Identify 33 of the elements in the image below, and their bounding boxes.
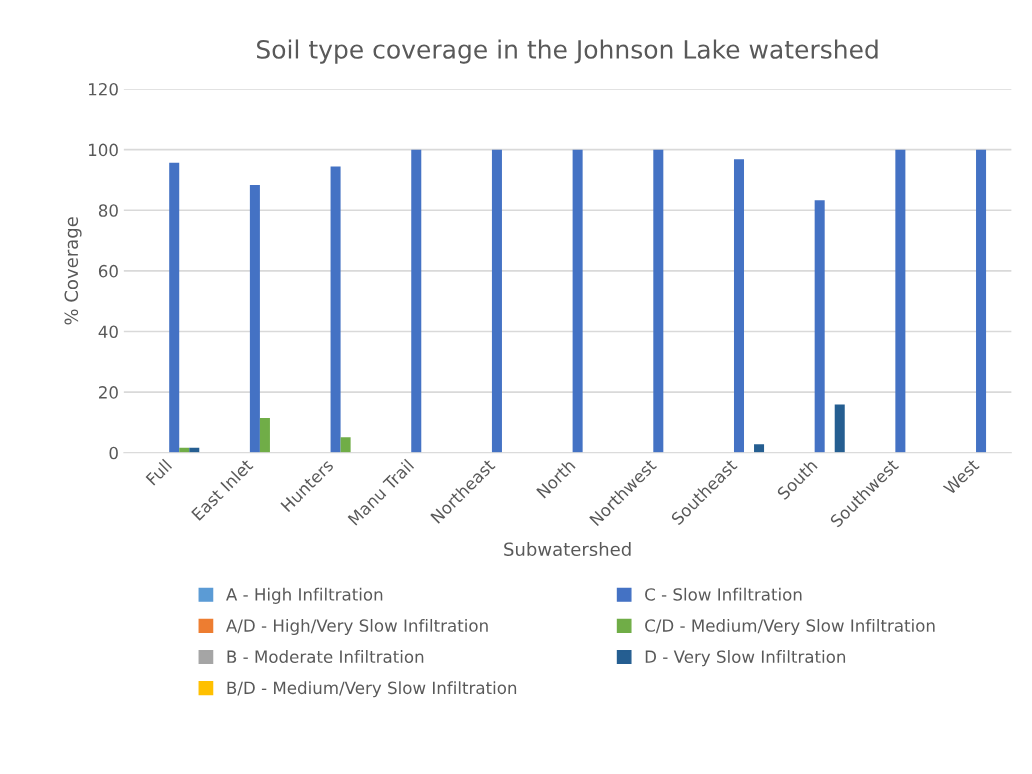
y-tick-label: 40 [98,325,118,339]
y-axis-title: % Coverage [64,217,82,325]
bar [340,437,351,453]
bar [754,444,765,453]
y-tick-label: 100 [89,143,118,157]
bar [491,149,502,453]
bar [169,162,180,453]
legend-label: C - Slow Infiltration [645,587,802,601]
legend-label: A - High Infiltration [226,587,383,604]
bar [895,149,906,453]
bar [259,417,270,453]
x-tick-label: Full [145,458,173,486]
bar [814,200,825,453]
chart-title: Soil type coverage in the Johnson Lake watershed [257,39,878,64]
bar [411,149,422,453]
legend-label: B - Moderate Infiltration [227,650,424,663]
y-tick-label: 80 [98,204,118,217]
legend-label: A/D - High/Very Slow Infiltration [226,618,488,636]
y-tick-label: 0 [109,446,118,460]
bar [249,185,260,453]
legend-label: C/D - Medium/Very Slow Infiltration [645,618,935,636]
legend-label: B/D - Medium/Very Slow Infiltration [227,681,517,698]
legend-label: D - Very Slow Infiltration [645,650,846,667]
bar [572,149,583,453]
bar [330,166,341,453]
y-tick-label: 20 [98,386,118,399]
y-tick-label: 120 [89,82,118,96]
y-tick-label: 60 [98,264,118,278]
bar [834,404,845,453]
bar [653,149,664,453]
bar [976,149,987,453]
bar [733,159,745,453]
x-axis-title: Subwatershed [504,542,631,557]
